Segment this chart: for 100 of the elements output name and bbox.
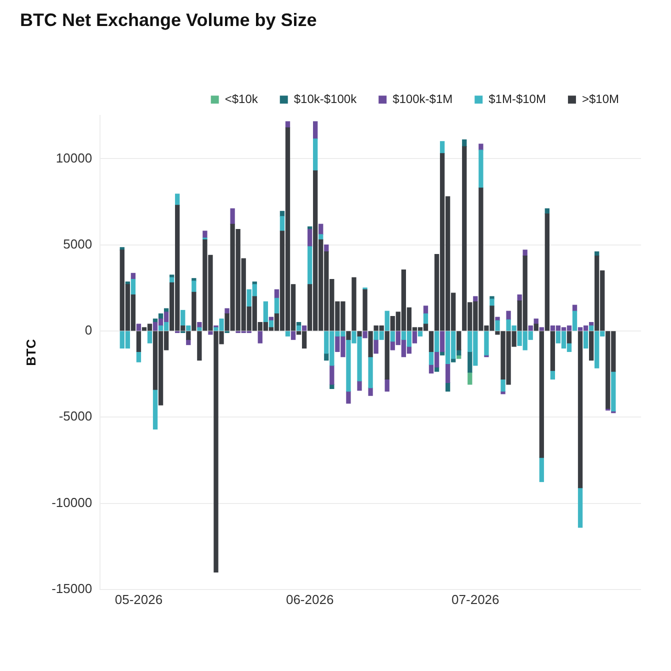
bar [147,331,152,344]
bar [428,331,434,352]
bar [307,246,312,285]
bar [495,320,500,331]
y-tick-label: 5000 [63,236,92,252]
bar [484,331,489,356]
bar [440,141,445,154]
bar [307,228,312,247]
bar [456,331,462,350]
bar [197,322,202,328]
legend-label: $100k-$1M [392,92,453,106]
bar [588,331,594,361]
bar [578,487,583,528]
bar [302,325,307,331]
y-tick-label: -10000 [52,494,92,510]
bar [180,310,186,326]
bar [136,351,142,362]
bar [352,277,356,331]
bar [175,194,180,206]
bar [384,378,390,392]
bar [208,331,213,335]
bar [412,331,418,344]
y-axis-title: BTC [23,338,38,366]
bar [384,331,390,380]
y-tick-label: 10000 [56,150,92,166]
bar [390,331,395,342]
bar [130,278,136,296]
bar [550,331,556,371]
bar [296,325,302,331]
bar [478,144,484,150]
y-tick-label: -15000 [52,580,92,596]
bar [186,331,191,340]
bar [528,325,533,331]
bar [506,310,511,320]
bar [357,331,362,336]
bar [197,331,202,361]
legend-label: $10k-$100k [294,92,358,106]
bar [186,325,191,331]
x-tick-label: 05-2026 [114,592,163,607]
bar [611,371,616,412]
bar [534,324,538,331]
bar [583,331,588,349]
legend-label: <$10k [224,92,259,106]
bar [544,213,550,331]
bar [192,292,196,331]
legend-label: $1M-$10M [488,92,546,106]
bar [313,138,318,172]
bar [384,310,390,331]
bar [368,356,373,388]
bar [357,380,362,391]
bar [434,331,440,352]
bar [478,150,484,188]
bar [539,327,544,331]
chart-title: BTC Net Exchange Volume by Size [20,10,317,30]
bar [572,310,578,331]
bar [274,298,280,314]
bar [500,378,506,392]
bar [362,331,368,338]
bar [473,296,478,302]
bar [285,331,290,336]
bar [368,387,373,396]
bar [428,351,434,365]
bar [495,316,500,321]
bar [566,331,572,344]
bar [224,308,230,314]
bar [374,339,378,354]
bar [490,296,494,300]
bar [136,324,142,331]
bar [368,331,373,358]
bar [490,298,494,306]
bar [456,350,462,356]
bar [290,331,296,340]
bar [346,331,351,340]
bar [202,230,208,238]
bar [588,325,594,331]
bar [280,216,285,232]
bar [440,331,445,352]
bar [423,306,428,314]
bar [197,327,202,331]
bar [346,390,351,404]
bar [170,277,174,284]
bar [517,294,522,302]
bar [539,457,544,482]
bar [318,234,324,240]
bar [136,331,142,352]
bar [539,331,544,458]
bar [362,289,368,331]
bar [330,365,334,385]
bar [258,331,262,344]
x-tick-label: 06-2026 [286,592,334,607]
bar [313,121,318,140]
y-tick-label: -5000 [58,408,92,424]
legend-label: >$10M [582,92,620,106]
x-tick-label: 07-2026 [452,592,500,607]
bar [445,363,450,383]
bar [192,280,196,293]
bar [230,208,235,224]
bar [578,331,583,488]
bar [468,372,472,385]
bar [152,389,158,430]
